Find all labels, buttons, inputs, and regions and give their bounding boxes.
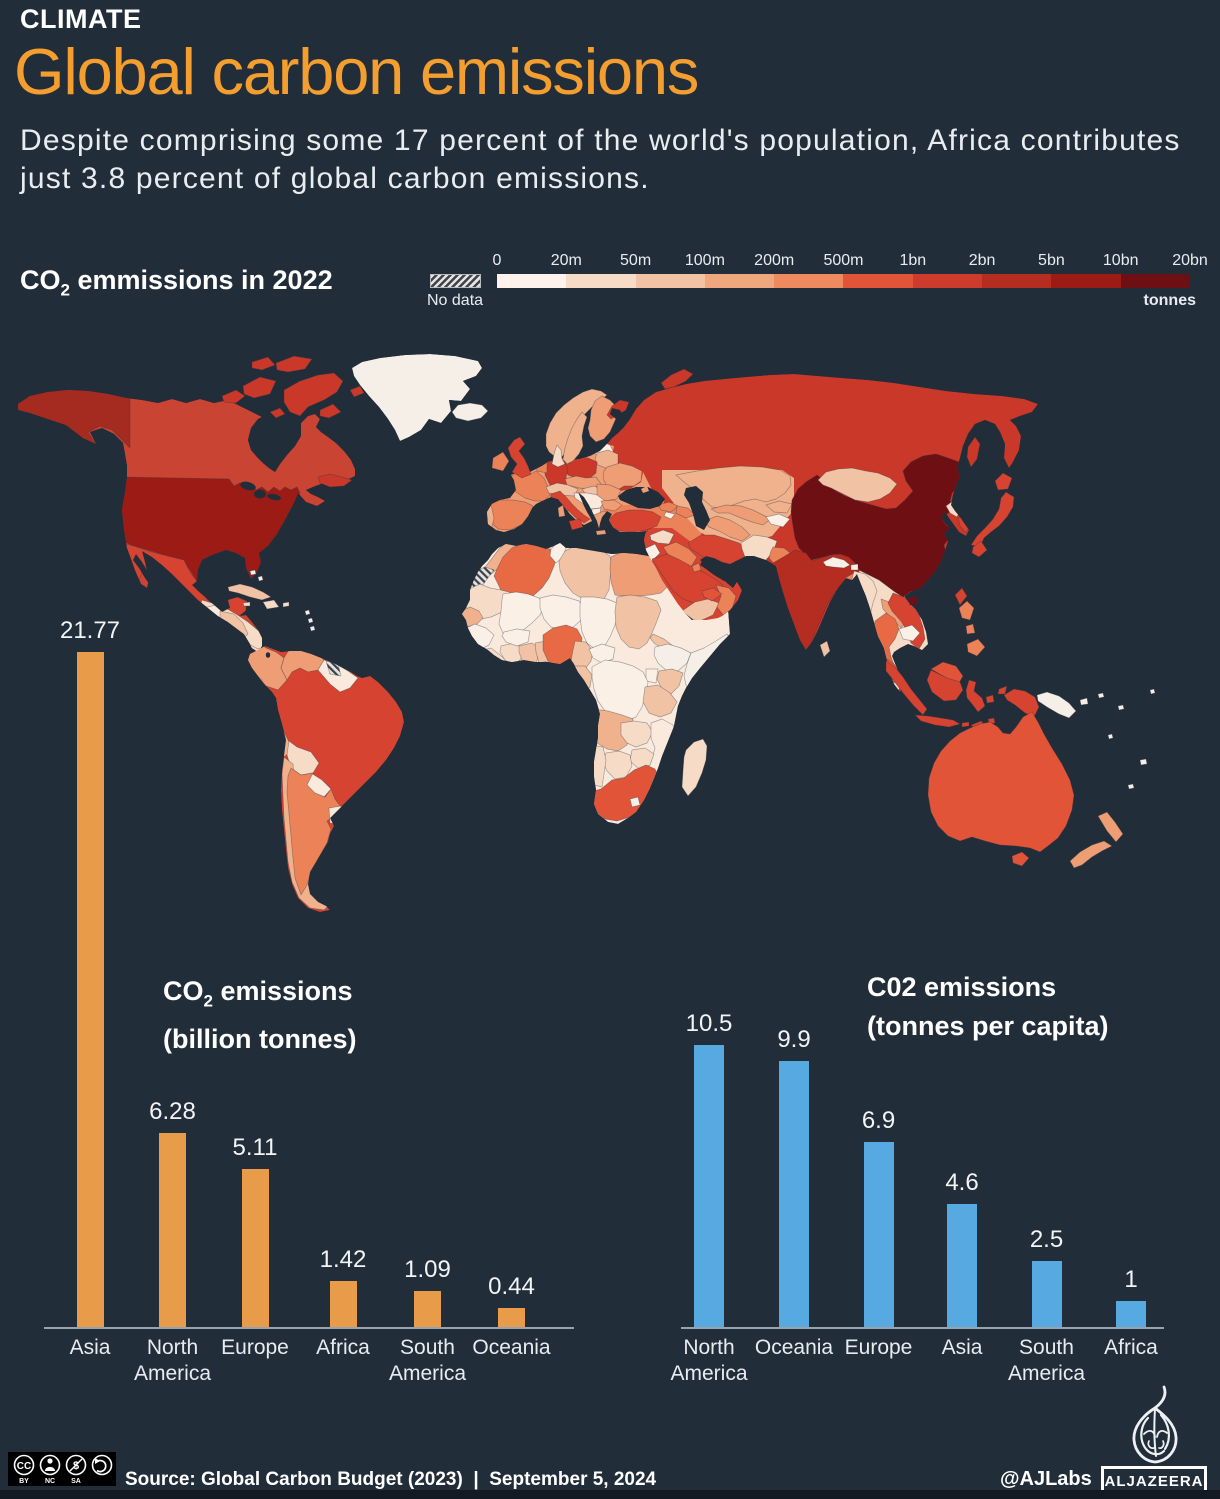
svg-text:CC: CC [17,1461,31,1472]
svg-text:BY: BY [19,1478,29,1485]
svg-text:$: $ [73,1460,79,1472]
svg-text:SA: SA [71,1478,81,1485]
svg-text:NC: NC [45,1478,55,1485]
